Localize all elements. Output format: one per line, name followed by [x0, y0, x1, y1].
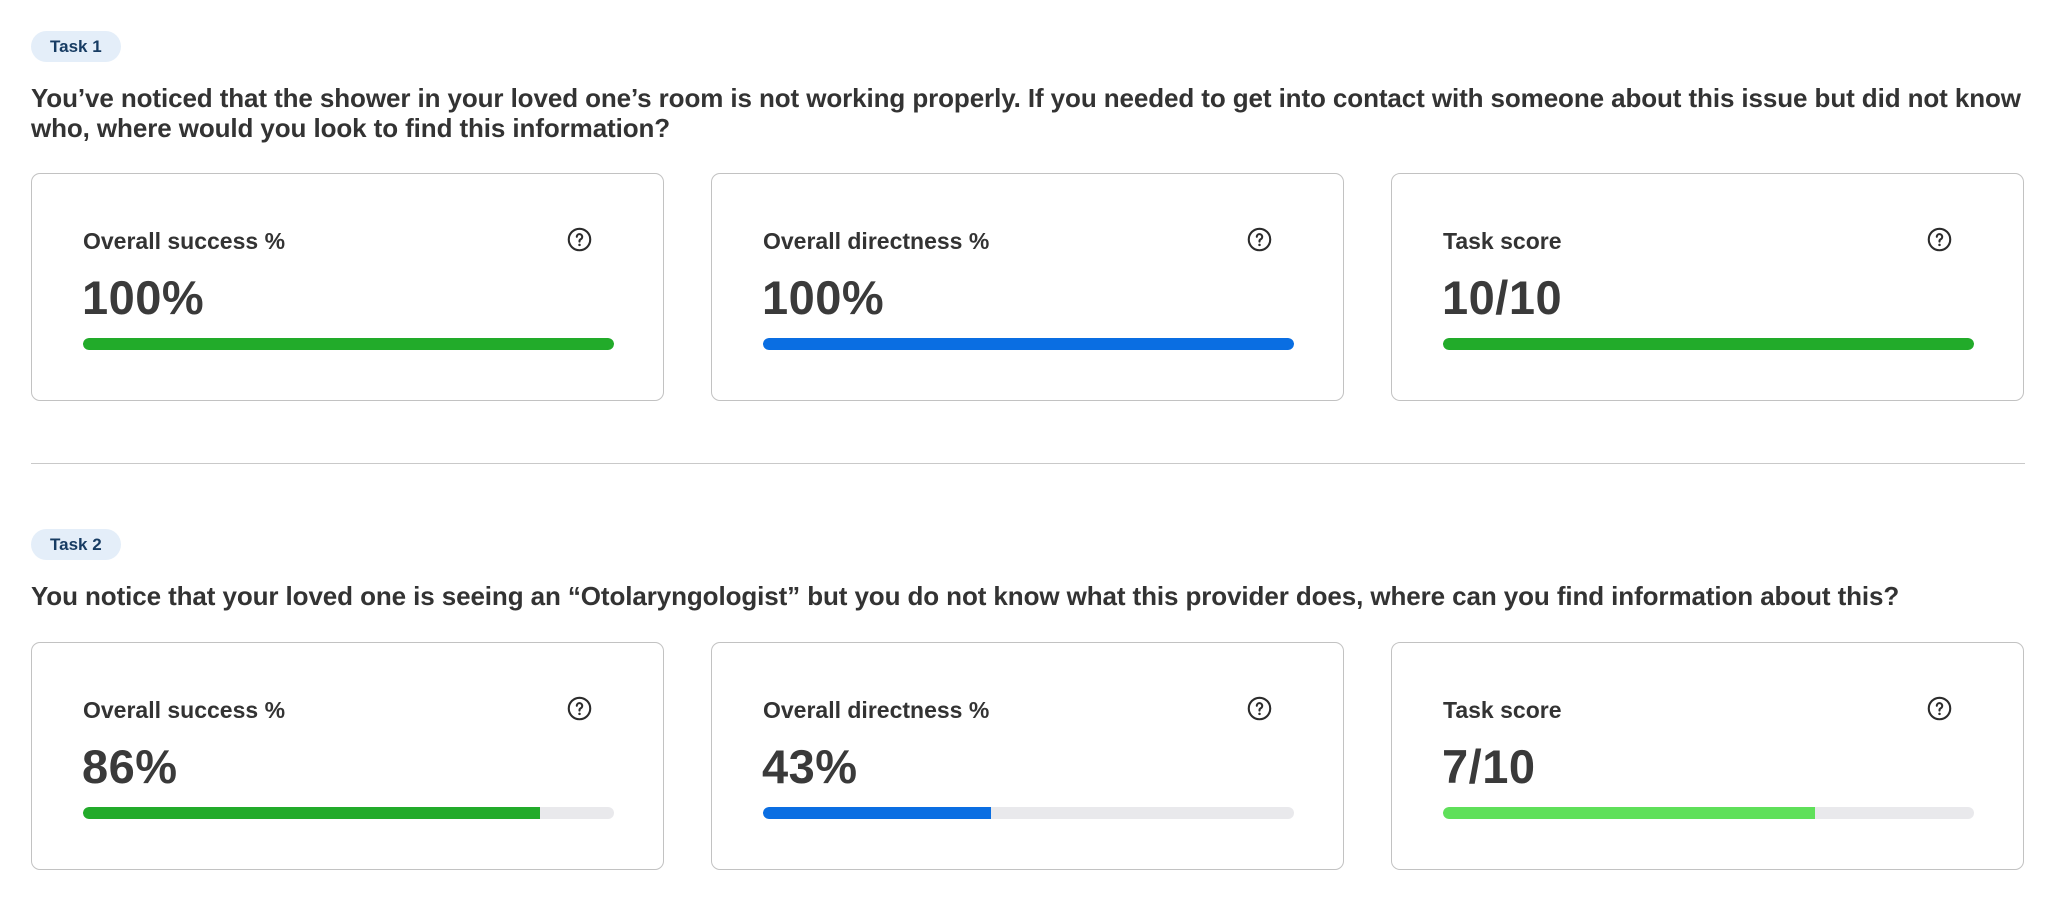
progress-fill: [763, 338, 1294, 350]
metric-card-overall-directness: Overall directness % 100%: [711, 173, 1344, 401]
metric-label: Task score: [1443, 228, 1562, 254]
metric-value: 86%: [82, 740, 178, 793]
metric-value: 100%: [82, 271, 205, 324]
task-question: You notice that your loved one is seeing…: [31, 581, 1900, 611]
metric-label: Overall directness %: [763, 697, 990, 723]
metric-label: Task score: [1443, 697, 1562, 723]
section-divider: [31, 463, 2025, 464]
help-circle-icon[interactable]: [1927, 227, 1952, 252]
progress-fill: [83, 338, 614, 350]
help-circle-icon[interactable]: [1927, 696, 1952, 721]
metric-card-task-score: Task score 7/10: [1391, 642, 2024, 870]
task-badge: Task 1: [31, 31, 121, 62]
progress-fill: [83, 807, 540, 819]
task-section-1: Task 1 You’ve noticed that the shower in…: [31, 31, 2025, 401]
progress-fill: [763, 807, 992, 819]
metric-card-overall-success: Overall success % 100%: [31, 173, 664, 401]
progress-track: [1443, 807, 1974, 819]
metric-cards: Overall success % 86% Overall directness…: [31, 642, 2024, 870]
metric-value: 43%: [762, 740, 858, 793]
progress-track: [83, 807, 614, 819]
help-circle-icon[interactable]: [567, 227, 592, 252]
progress-track: [763, 338, 1294, 350]
help-circle-icon[interactable]: [1247, 696, 1272, 721]
help-circle-icon[interactable]: [567, 696, 592, 721]
progress-track: [83, 338, 614, 350]
progress-track: [1443, 338, 1974, 350]
help-circle-icon[interactable]: [1247, 227, 1272, 252]
metric-value: 10/10: [1442, 271, 1563, 324]
task-section-2: Task 2 You notice that your loved one is…: [31, 529, 2025, 870]
metric-label: Overall directness %: [763, 228, 990, 254]
metric-label: Overall success %: [83, 697, 286, 723]
metric-label: Overall success %: [83, 228, 286, 254]
task-question: You’ve noticed that the shower in your l…: [31, 83, 2021, 143]
metric-value: 100%: [762, 271, 885, 324]
progress-track: [763, 807, 1294, 819]
metric-card-overall-directness: Overall directness % 43%: [711, 642, 1344, 870]
metric-card-task-score: Task score 10/10: [1391, 173, 2024, 401]
metric-value: 7/10: [1442, 740, 1536, 793]
progress-fill: [1443, 338, 1974, 350]
metric-card-overall-success: Overall success % 86%: [31, 642, 664, 870]
task-badge: Task 2: [31, 529, 121, 560]
metric-cards: Overall success % 100% Overall directnes…: [31, 173, 2024, 401]
progress-fill: [1443, 807, 1815, 819]
